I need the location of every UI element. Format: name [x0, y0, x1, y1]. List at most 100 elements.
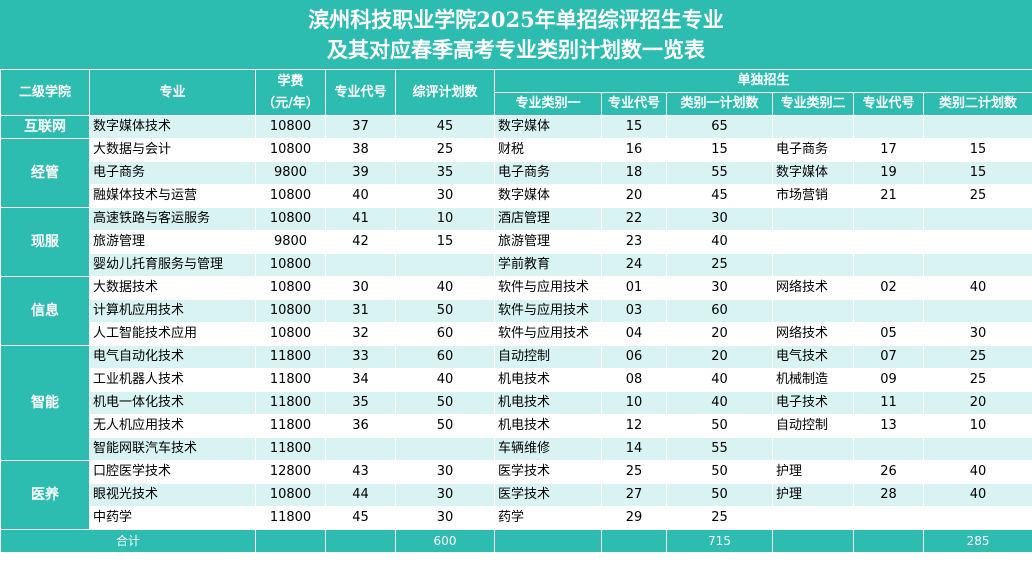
total-code [325, 529, 396, 553]
fee-cell: 10800 [255, 207, 326, 231]
code1-cell: 10 [601, 391, 667, 415]
plan1-cell: 50 [666, 483, 773, 507]
plan1-cell: 20 [666, 322, 773, 346]
table-row: 信息 大数据技术 10800 30 40 软件与应用技术 01 30 网络技术 02 40 [0, 276, 1032, 346]
code2-cell: 26 [853, 460, 924, 484]
cat2-cell [772, 253, 854, 277]
cat1-cell: 医学技术 [494, 460, 602, 484]
major-cell: 机电一体化技术 [89, 391, 256, 415]
plan-cell: 40 [395, 368, 495, 392]
cat1-cell: 自动控制 [494, 345, 602, 369]
fee-cell: 10800 [255, 253, 326, 277]
plan1-cell: 25 [666, 506, 773, 530]
cat2-cell: 电子商务 [772, 138, 854, 162]
code-cell: 30 [325, 276, 396, 300]
table-row: 电子商务 9800 39 35 电子商务 18 55 数字媒体 19 15 [1, 161, 1032, 185]
code-cell: 44 [325, 483, 396, 507]
plan2-cell [922, 115, 1032, 139]
cat2-cell: 数字媒体 [772, 161, 854, 185]
fee-cell: 12800 [255, 460, 326, 484]
fee-cell: 11800 [255, 506, 326, 530]
major-cell: 融媒体技术与运营 [89, 184, 256, 208]
plan2-cell: 25 [922, 345, 1032, 369]
table-row: 现服 高速铁路与客运服务 10800 41 10 酒店管理 22 30 [0, 207, 1032, 277]
plan1-cell: 40 [666, 391, 773, 415]
code1-cell: 20 [601, 184, 667, 208]
code-cell: 43 [325, 460, 396, 484]
plan-table: 二级学院 专业 学费 （元/年） 专业代号 综评计划数 单独招生 专业类别一 专… [0, 69, 1032, 553]
plan-cell: 35 [395, 161, 495, 185]
cat2-cell [772, 506, 854, 530]
major-cell: 电气自动化技术 [89, 345, 256, 369]
total-row: 合计 600 715 285 [0, 529, 1032, 553]
plan-cell: 15 [395, 230, 495, 254]
cat2-cell: 市场营销 [772, 184, 854, 208]
cat1-cell: 车辆维修 [494, 437, 602, 461]
college-cell: 互联网 [0, 115, 90, 139]
major-cell: 人工智能技术应用 [89, 322, 256, 346]
table-row: 人工智能技术应用 10800 32 60 软件与应用技术 04 20 网络技术 05 30 [1, 322, 1032, 346]
major-cell: 大数据技术 [89, 276, 256, 300]
code1-cell: 24 [601, 253, 667, 277]
plan-cell: 45 [395, 115, 495, 139]
plan-cell [395, 437, 495, 461]
plan2-cell [922, 437, 1032, 461]
major-cell: 无人机应用技术 [89, 414, 256, 438]
cat1-cell: 医学技术 [494, 483, 602, 507]
code-cell: 45 [325, 506, 396, 530]
college-cell: 经管 [0, 138, 90, 208]
plan1-cell: 40 [666, 230, 773, 254]
major-cell: 数字媒体技术 [89, 115, 256, 139]
table-row: 婴幼儿托育服务与管理 10800 学前教育 24 25 [1, 253, 1032, 277]
plan2-cell [922, 506, 1032, 530]
code-cell: 37 [325, 115, 396, 139]
code-cell: 36 [325, 414, 396, 438]
fee-cell: 10800 [255, 322, 326, 346]
plan-cell: 30 [395, 506, 495, 530]
total-cat1 [494, 529, 602, 553]
plan1-cell: 50 [666, 460, 773, 484]
cat1-cell: 电子商务 [494, 161, 602, 185]
table-row: 旅游管理 9800 42 15 旅游管理 23 40 [1, 230, 1032, 254]
cat1-cell: 学前教育 [494, 253, 602, 277]
cat1-cell: 机电技术 [494, 368, 602, 392]
total-fee [255, 529, 326, 553]
total-plan2: 285 [922, 529, 1032, 553]
plan2-cell: 10 [922, 414, 1032, 438]
cat2-cell: 自动控制 [772, 414, 854, 438]
code2-cell: 02 [853, 276, 924, 300]
code1-cell: 12 [601, 414, 667, 438]
plan2-cell: 25 [922, 184, 1032, 208]
plan1-cell: 50 [666, 414, 773, 438]
cat1-cell: 机电技术 [494, 391, 602, 415]
code1-cell: 14 [601, 437, 667, 461]
cat2-cell: 护理 [772, 460, 854, 484]
plan2-cell: 40 [922, 460, 1032, 484]
cat1-cell: 数字媒体 [494, 184, 602, 208]
plan1-cell: 25 [666, 253, 773, 277]
cat2-cell: 电子技术 [772, 391, 854, 415]
plan2-cell [922, 207, 1032, 231]
code1-cell: 22 [601, 207, 667, 231]
code1-cell: 23 [601, 230, 667, 254]
plan2-cell: 30 [922, 322, 1032, 346]
code2-cell [853, 207, 924, 231]
fee-cell: 9800 [255, 230, 326, 254]
table-row: 融媒体技术与运营 10800 40 30 数字媒体 20 45 市场营销 21 25 [1, 184, 1032, 208]
code-cell: 41 [325, 207, 396, 231]
major-cell: 智能网联汽车技术 [89, 437, 256, 461]
major-cell: 旅游管理 [89, 230, 256, 254]
code2-cell [853, 115, 924, 139]
table-row: 计算机应用技术 10800 31 50 软件与应用技术 03 60 [1, 299, 1032, 323]
plan-cell: 50 [395, 414, 495, 438]
code-cell: 33 [325, 345, 396, 369]
code-cell: 38 [325, 138, 396, 162]
table-row: 中药学 11800 45 30 药学 29 25 [1, 506, 1032, 530]
plan1-cell: 20 [666, 345, 773, 369]
table-row: 智能网联汽车技术 11800 车辆维修 14 55 [1, 437, 1032, 461]
plan-cell: 50 [395, 299, 495, 323]
table-row: 眼视光技术 10800 44 30 医学技术 27 50 护理 28 40 [1, 483, 1032, 507]
plan2-cell: 40 [922, 276, 1032, 300]
major-cell: 高速铁路与客运服务 [89, 207, 256, 231]
